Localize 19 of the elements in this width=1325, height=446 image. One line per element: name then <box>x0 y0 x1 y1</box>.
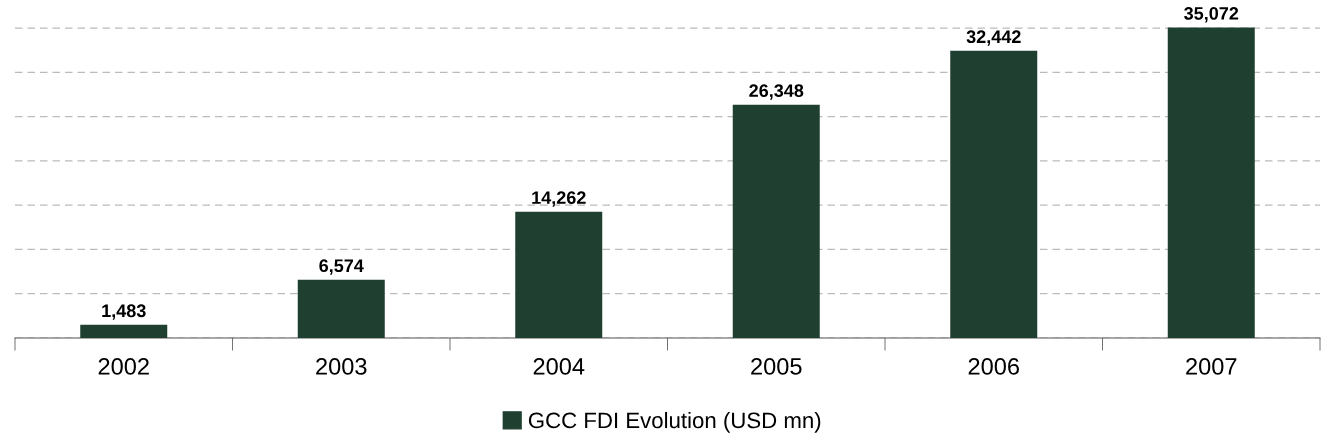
data-label: 1,483 <box>102 304 146 320</box>
x-tick-label: 2007 <box>1186 358 1237 375</box>
data-label: 14,262 <box>532 191 586 207</box>
x-tick-label: 2002 <box>98 358 149 375</box>
bar <box>80 324 168 338</box>
x-tick-label: 2006 <box>968 358 1019 375</box>
bar <box>515 211 603 338</box>
data-label: 26,348 <box>749 84 804 100</box>
bar <box>732 104 820 338</box>
bar <box>1167 27 1255 338</box>
x-tick-label: 2005 <box>751 358 802 375</box>
bar <box>297 279 385 338</box>
data-label: 32,442 <box>966 30 1021 46</box>
bar <box>950 50 1038 338</box>
x-tick-label: 2003 <box>316 358 367 375</box>
data-label: 6,574 <box>319 259 364 275</box>
legend-label: GCC FDI Evolution (USD mn) <box>528 411 821 433</box>
x-tick-label: 2004 <box>533 358 585 375</box>
data-label: 35,072 <box>1184 7 1239 23</box>
